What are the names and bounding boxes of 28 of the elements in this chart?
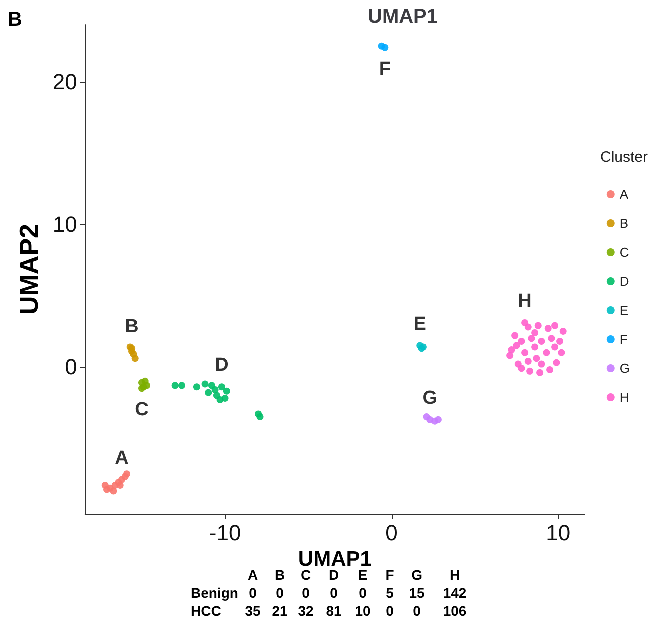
annotation: F (379, 58, 391, 80)
legend-label: C (620, 245, 630, 260)
legend-label: D (620, 274, 630, 289)
text: B (8, 9, 22, 31)
annotation: D (215, 355, 229, 376)
legend-title: Cluster (600, 149, 648, 166)
annotation: E (414, 314, 426, 335)
x-tick-label: 0 (386, 520, 398, 546)
text: HCC 35 21 32 81 10 0 0 106 (191, 603, 467, 619)
annotation: B (125, 316, 139, 338)
legend-label: G (620, 361, 630, 376)
legend-label: B (620, 216, 629, 231)
legend-label: A (620, 187, 629, 202)
legend-label: F (620, 332, 628, 347)
annotation: H (518, 290, 532, 312)
x-tick-label: -10 (209, 520, 242, 546)
y-tick-label: 0 (65, 354, 78, 380)
chart-title: UMAP1 (368, 6, 438, 28)
annotation: C (135, 400, 150, 421)
y-tick-label: 10 (52, 212, 78, 238)
legend-label: H (620, 390, 630, 405)
y-tick-label: 20 (52, 70, 78, 95)
legend-label: E (620, 303, 629, 318)
annotation: A (115, 448, 130, 469)
annotation: G (422, 388, 438, 409)
text: Benign 0 0 0 0 0 5 15 142 (191, 585, 467, 601)
x-tick-label: 10 (546, 520, 571, 546)
y-axis-title: UMAP2 (14, 224, 44, 316)
